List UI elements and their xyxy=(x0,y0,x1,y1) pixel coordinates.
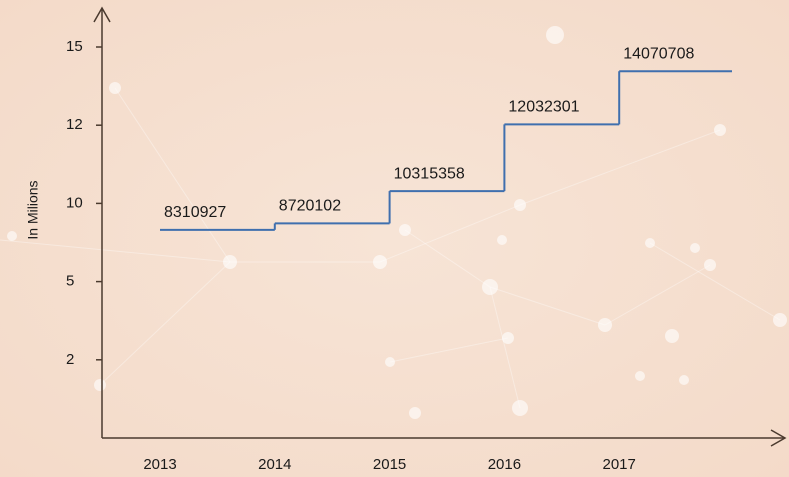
y-tick-label: 15 xyxy=(66,38,83,55)
data-label: 8720102 xyxy=(279,198,341,215)
data-label: 10315358 xyxy=(394,165,465,182)
data-label: 12032301 xyxy=(508,99,579,116)
y-tick-label: 5 xyxy=(66,273,74,290)
y-tick-label: 10 xyxy=(66,194,83,211)
y-axis-label: In Milions xyxy=(25,180,41,239)
data-label: 8310927 xyxy=(164,204,226,221)
x-tick-label: 2016 xyxy=(488,456,521,473)
x-tick-label: 2015 xyxy=(373,456,406,473)
data-label: 14070708 xyxy=(623,45,694,62)
chart: In Milions 2 5 10 12 15 2013 2014 2015 2016 2017 8… xyxy=(0,0,789,477)
x-tick-label: 2014 xyxy=(258,456,291,473)
y-tick-label: 12 xyxy=(66,116,83,133)
y-tick-label: 2 xyxy=(66,351,74,368)
x-tick-label: 2013 xyxy=(143,456,176,473)
x-tick-label: 2017 xyxy=(603,456,636,473)
